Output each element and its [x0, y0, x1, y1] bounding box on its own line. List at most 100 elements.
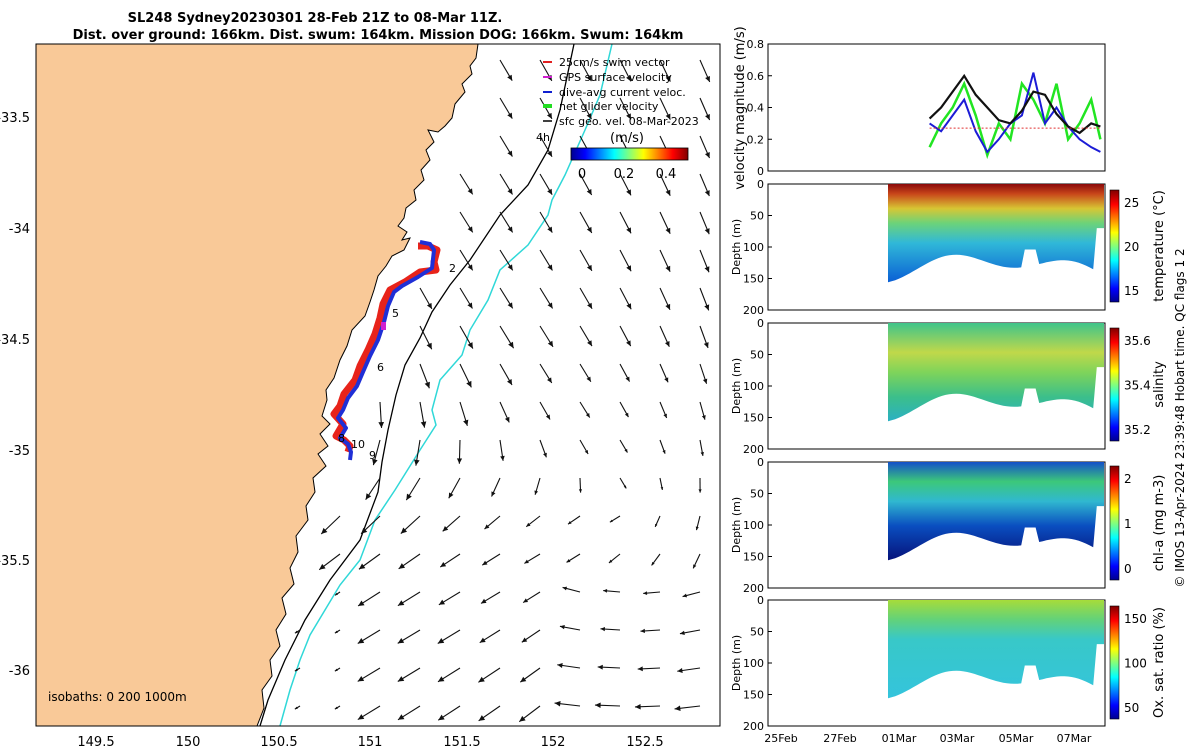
depth-tick: 200 — [743, 720, 764, 733]
depth-tick: 150 — [743, 412, 764, 425]
colorbar-tick: 150 — [1124, 612, 1147, 626]
lat-tick: -36 — [9, 664, 30, 679]
depth-tick: 150 — [743, 689, 764, 702]
velocity-ytick: 0.4 — [747, 102, 765, 115]
track-label-10: 10 — [351, 438, 365, 451]
date-axis: 25Feb 27Feb 01Mar 03Mar 05Mar 07Mar — [764, 732, 1092, 745]
lon-tick: 150.5 — [260, 735, 297, 750]
lat-tick: -35.5 — [0, 554, 30, 569]
track-label-9: 9 — [369, 449, 376, 462]
depth-tick: 150 — [743, 273, 764, 286]
chart-title: SL248 Sydney20230301 28-Feb 21Z to 08-Ma… — [128, 11, 503, 26]
track-label-8: 8 — [338, 432, 345, 445]
colorbar-label: Ox. sat. ratio (%) — [1152, 607, 1167, 718]
depth-tick: 150 — [743, 551, 764, 564]
track-label-6: 6 — [377, 361, 384, 374]
colorbar-tick-0: 0 — [578, 167, 586, 182]
section-colorbar — [1110, 190, 1119, 302]
colorbar-tick: 35.6 — [1124, 334, 1151, 348]
colorbar-tick: 1 — [1124, 517, 1132, 531]
date-tick: 05Mar — [999, 732, 1034, 745]
date-tick: 03Mar — [940, 732, 975, 745]
chart-subtitle: Dist. over ground: 166km. Dist. swum: 16… — [73, 28, 684, 43]
velocity-frame — [768, 44, 1105, 171]
section-colorbar — [1110, 328, 1119, 441]
colorbar-tick: 20 — [1124, 240, 1139, 254]
section-colorbar — [1110, 466, 1119, 580]
depth-tick: 200 — [743, 443, 764, 456]
footer-credit: © IMOS 13-Apr-2024 23:39:48 Hobart time.… — [1173, 248, 1187, 587]
lon-tick: 150 — [176, 735, 201, 750]
track-label-2: 2 — [449, 262, 456, 275]
map-lon-ticks: 149.5 150 150.5 151 151.5 152 152.5 — [77, 735, 663, 750]
isobath-note: isobaths: 0 200 1000m — [48, 690, 187, 704]
track-label-5: 5 — [392, 307, 399, 320]
depth-tick: 0 — [757, 317, 764, 330]
time-label: 4h — [536, 131, 550, 144]
section-ylabel: Depth (m) — [730, 358, 743, 414]
colorbar-tick: 25 — [1124, 196, 1139, 210]
section-ylabel: Depth (m) — [730, 219, 743, 275]
lat-tick: -33.5 — [0, 111, 30, 126]
section-salinity: 0 50 100 150 200 Depth (m) 35.6 35.4 35.2 salinit… — [730, 317, 1167, 456]
colorbar-tick: 35.2 — [1124, 423, 1151, 437]
section-temperature: 0 50 100 150 200 Depth (m) 25 20 15 temperature (… — [730, 178, 1167, 317]
colorbar-label: chl-a (mg m-3) — [1152, 475, 1167, 572]
date-tick: 25Feb — [764, 732, 797, 745]
lat-tick: -35 — [9, 444, 30, 459]
colorbar-tick: 2 — [1124, 472, 1132, 486]
velocity-ytick: 0.8 — [747, 38, 765, 51]
lon-tick: 152.5 — [626, 735, 663, 750]
depth-tick: 0 — [757, 594, 764, 607]
colorbar-ramp — [571, 148, 688, 160]
depth-tick: 100 — [743, 241, 764, 254]
colorbar-unit: (m/s) — [610, 131, 644, 146]
colorbar-tick: 15 — [1124, 284, 1139, 298]
lon-tick: 151.5 — [443, 735, 480, 750]
legend-dive: dive-avg current veloc. — [559, 86, 686, 99]
lat-tick: -34.5 — [0, 333, 30, 348]
depth-tick: 200 — [743, 304, 764, 317]
depth-tick: 100 — [743, 380, 764, 393]
date-tick: 01Mar — [882, 732, 917, 745]
lon-tick: 152 — [541, 735, 566, 750]
velocity-ylabel: velocity magnitude (m/s) — [733, 26, 748, 189]
velocity-ytick: 0 — [757, 165, 764, 178]
colorbar-tick: 50 — [1124, 701, 1139, 715]
date-tick: 27Feb — [823, 732, 856, 745]
colorbar-tick-2: 0.4 — [656, 167, 677, 182]
legend-swim: 25cm/s swim vector — [559, 56, 670, 69]
lat-tick: -34 — [9, 222, 30, 237]
colorbar-label: temperature (°C) — [1152, 190, 1167, 302]
colorbar-tick: 100 — [1124, 657, 1147, 671]
depth-tick: 50 — [750, 210, 764, 223]
section-ylabel: Depth (m) — [730, 635, 743, 691]
map-panel: 2 5 6 8 10 9 4h 25cm/s swim vector GPS s… — [0, 44, 720, 750]
legend-net: net glider velocity — [559, 100, 659, 113]
depth-tick: 100 — [743, 657, 764, 670]
velocity-ytick: 0.6 — [747, 70, 765, 83]
date-tick: 07Mar — [1057, 732, 1092, 745]
depth-tick: 50 — [750, 626, 764, 639]
velocity-panel: 0 0.2 0.4 0.6 0.8 velocity magnitude (m/s) — [733, 26, 1105, 189]
lon-tick: 149.5 — [77, 735, 114, 750]
depth-tick: 0 — [757, 456, 764, 469]
colorbar-tick-1: 0.2 — [614, 167, 635, 182]
depth-tick: 0 — [757, 178, 764, 191]
gps-velocity-marker — [381, 322, 386, 330]
section-colorbar — [1110, 606, 1119, 719]
depth-tick: 100 — [743, 519, 764, 532]
depth-tick: 50 — [750, 349, 764, 362]
legend-gps: GPS surface velocity — [559, 71, 672, 84]
velocity-ytick: 0.2 — [747, 133, 765, 146]
colorbar-tick: 35.4 — [1124, 379, 1151, 393]
legend-sfc: sfc geo. vel. 08-Mar-2023 — [559, 115, 699, 128]
depth-tick: 50 — [750, 488, 764, 501]
colorbar-tick: 0 — [1124, 562, 1132, 576]
colorbar-label: salinity — [1152, 361, 1167, 408]
map-lat-ticks: -33.5 -34 -34.5 -35 -35.5 -36 — [0, 111, 30, 679]
